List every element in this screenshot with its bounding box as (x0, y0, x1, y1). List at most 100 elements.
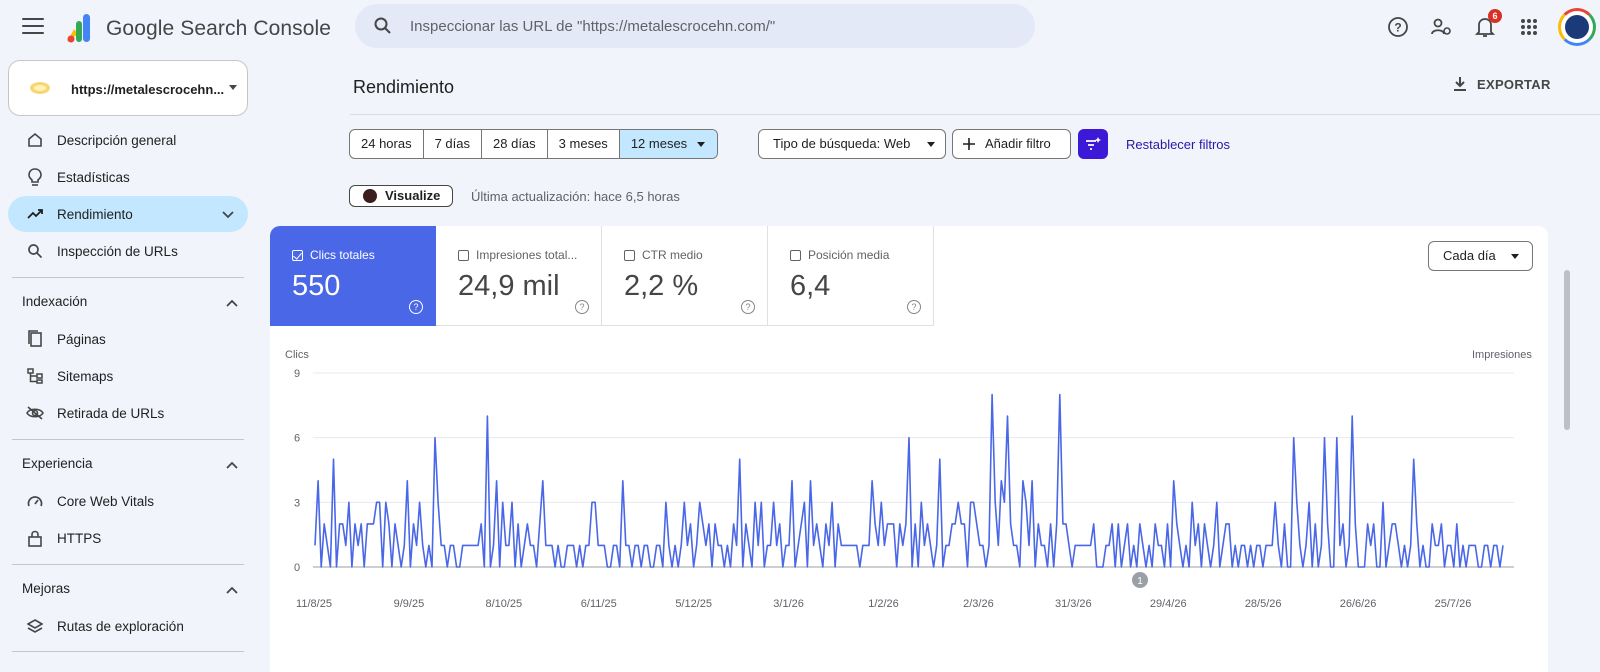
notification-badge: 6 (1488, 9, 1502, 23)
visualize-button[interactable]: Visualize (349, 185, 453, 207)
divider (12, 564, 244, 565)
nav-label: Rendimiento (57, 207, 133, 222)
eye-off-icon (26, 404, 44, 422)
url-inspect-input[interactable] (410, 4, 1010, 48)
metric-average-ctr[interactable]: CTR medio 2,2 % ? (602, 226, 768, 326)
section-enhancements[interactable]: Mejoras (22, 581, 242, 596)
property-favicon-icon (30, 82, 50, 94)
top-bar: Google Search Console ? 6 (0, 0, 1600, 58)
account-avatar[interactable] (1558, 8, 1596, 46)
nav-performance[interactable]: Rendimiento (8, 196, 248, 232)
help-icon[interactable]: ? (575, 300, 589, 314)
sitemap-icon (26, 367, 44, 385)
annotation-marker-dot[interactable] (1132, 572, 1148, 588)
granularity-dropdown[interactable]: Cada día (1428, 241, 1533, 271)
metric-total-impressions[interactable]: Impresiones total... 24,9 mil ? (436, 226, 602, 326)
nav-label: Sitemaps (57, 369, 114, 384)
nav-overview[interactable]: Descripción general (8, 122, 248, 158)
notifications-icon[interactable]: 6 (1472, 9, 1502, 40)
nav-core-web-vitals[interactable]: Core Web Vitals (8, 483, 248, 519)
search-console-logo[interactable] (64, 12, 94, 44)
range-3m[interactable]: 3 meses (548, 130, 620, 158)
help-icon[interactable]: ? (409, 300, 423, 314)
range-12m[interactable]: 12 meses (619, 130, 718, 158)
menu-icon[interactable] (22, 18, 44, 36)
metric-average-position[interactable]: Posición media 6,4 ? (768, 226, 934, 326)
range-24h[interactable]: 24 horas (350, 130, 424, 158)
nav-pages[interactable]: Páginas (8, 321, 248, 357)
annotation-marker-label: 1 (1137, 576, 1143, 587)
chevron-up-icon (226, 295, 238, 310)
property-url: https://metalescrocehn... (71, 82, 225, 97)
nav-insights[interactable]: Estadísticas (8, 159, 248, 195)
property-selector[interactable]: https://metalescrocehn... (8, 60, 248, 116)
x-tick-label: 25/7/26 (1435, 598, 1472, 610)
metric-label: CTR medio (642, 248, 703, 262)
nav-sitemaps[interactable]: Sitemaps (8, 358, 248, 394)
svg-text:?: ? (1394, 21, 1401, 35)
range-28d[interactable]: 28 días (482, 130, 548, 158)
metric-value: 24,9 mil (458, 270, 560, 302)
layers-icon (26, 617, 44, 635)
url-inspect-search[interactable] (355, 4, 1035, 48)
metric-value: 2,2 % (624, 270, 699, 302)
product-name[interactable]: Google Search Console (106, 17, 332, 40)
metric-value: 550 (292, 270, 341, 302)
range-7d[interactable]: 7 días (424, 130, 483, 158)
checkbox-icon (458, 250, 469, 261)
caret-down-icon (927, 142, 935, 147)
help-icon[interactable]: ? (1385, 14, 1411, 40)
metric-total-clicks[interactable]: Clics totales 550 ? (270, 226, 436, 326)
help-icon[interactable]: ? (741, 300, 755, 314)
download-icon (1454, 77, 1466, 91)
export-button[interactable]: EXPORTAR (1453, 76, 1551, 92)
x-tick-label: 8/10/25 (485, 598, 522, 610)
nav-label: HTTPS (57, 531, 102, 546)
page-scrollbar[interactable] (1564, 270, 1570, 430)
sidebar: https://metalescrocehn... Descripción ge… (0, 58, 258, 672)
clicks-series-line[interactable] (314, 393, 1504, 568)
chevron-up-icon (226, 457, 238, 472)
main-content: Rendimiento EXPORTAR 24 horas 7 días 28 … (270, 58, 1600, 672)
x-tick-label: 3/1/26 (773, 598, 804, 610)
export-label: EXPORTAR (1477, 76, 1551, 92)
nav-removals[interactable]: Retirada de URLs (8, 395, 248, 431)
x-tick-label: 26/6/26 (1340, 598, 1377, 610)
add-filter-button[interactable]: Añadir filtro (952, 129, 1071, 159)
nav-label: Páginas (57, 332, 106, 347)
search-type-label: Tipo de búsqueda: Web (773, 136, 911, 151)
divider (12, 439, 244, 440)
caret-down-icon (229, 85, 237, 90)
section-title: Mejoras (22, 581, 71, 596)
section-indexing[interactable]: Indexación (22, 294, 242, 309)
plus-icon (963, 138, 975, 150)
add-filter-label: Añadir filtro (985, 136, 1051, 151)
section-title: Indexación (22, 294, 88, 309)
clicks-line-chart[interactable]: 0 3 6 9 11/8/25 9/9/25 8/10/25 6/11/25 5/12/25 3/… (270, 361, 1548, 621)
manage-users-icon[interactable] (1428, 14, 1454, 40)
section-experience[interactable]: Experiencia (22, 456, 242, 471)
apps-grid-icon[interactable] (1516, 14, 1542, 40)
x-tick-label: 2/3/26 (963, 598, 994, 610)
checkbox-checked-icon (292, 250, 303, 261)
divider (12, 651, 244, 652)
x-tick-label: 31/3/26 (1055, 598, 1092, 610)
nav-url-inspection[interactable]: Inspección de URLs (8, 233, 248, 269)
nav-breadcrumbs[interactable]: Rutas de exploración (8, 608, 248, 644)
divider (12, 277, 244, 278)
divider (350, 114, 1600, 115)
chevron-up-icon (226, 582, 238, 597)
x-tick-label: 9/9/25 (394, 598, 425, 610)
help-icon[interactable]: ? (907, 300, 921, 314)
pages-icon (26, 330, 44, 348)
nav-https[interactable]: HTTPS (8, 520, 248, 556)
reset-filters-link[interactable]: Restablecer filtros (1126, 137, 1231, 152)
nav-label: Retirada de URLs (57, 406, 165, 421)
x-tick-label: 28/5/26 (1245, 598, 1282, 610)
smart-filter-button[interactable] (1078, 129, 1108, 159)
section-title: Experiencia (22, 456, 93, 471)
x-tick-label: 29/4/26 (1150, 598, 1187, 610)
search-type-filter[interactable]: Tipo de búsqueda: Web (758, 129, 946, 159)
annotation-marker[interactable]: 1 (1132, 572, 1148, 588)
x-tick-label: 6/11/25 (581, 598, 617, 610)
